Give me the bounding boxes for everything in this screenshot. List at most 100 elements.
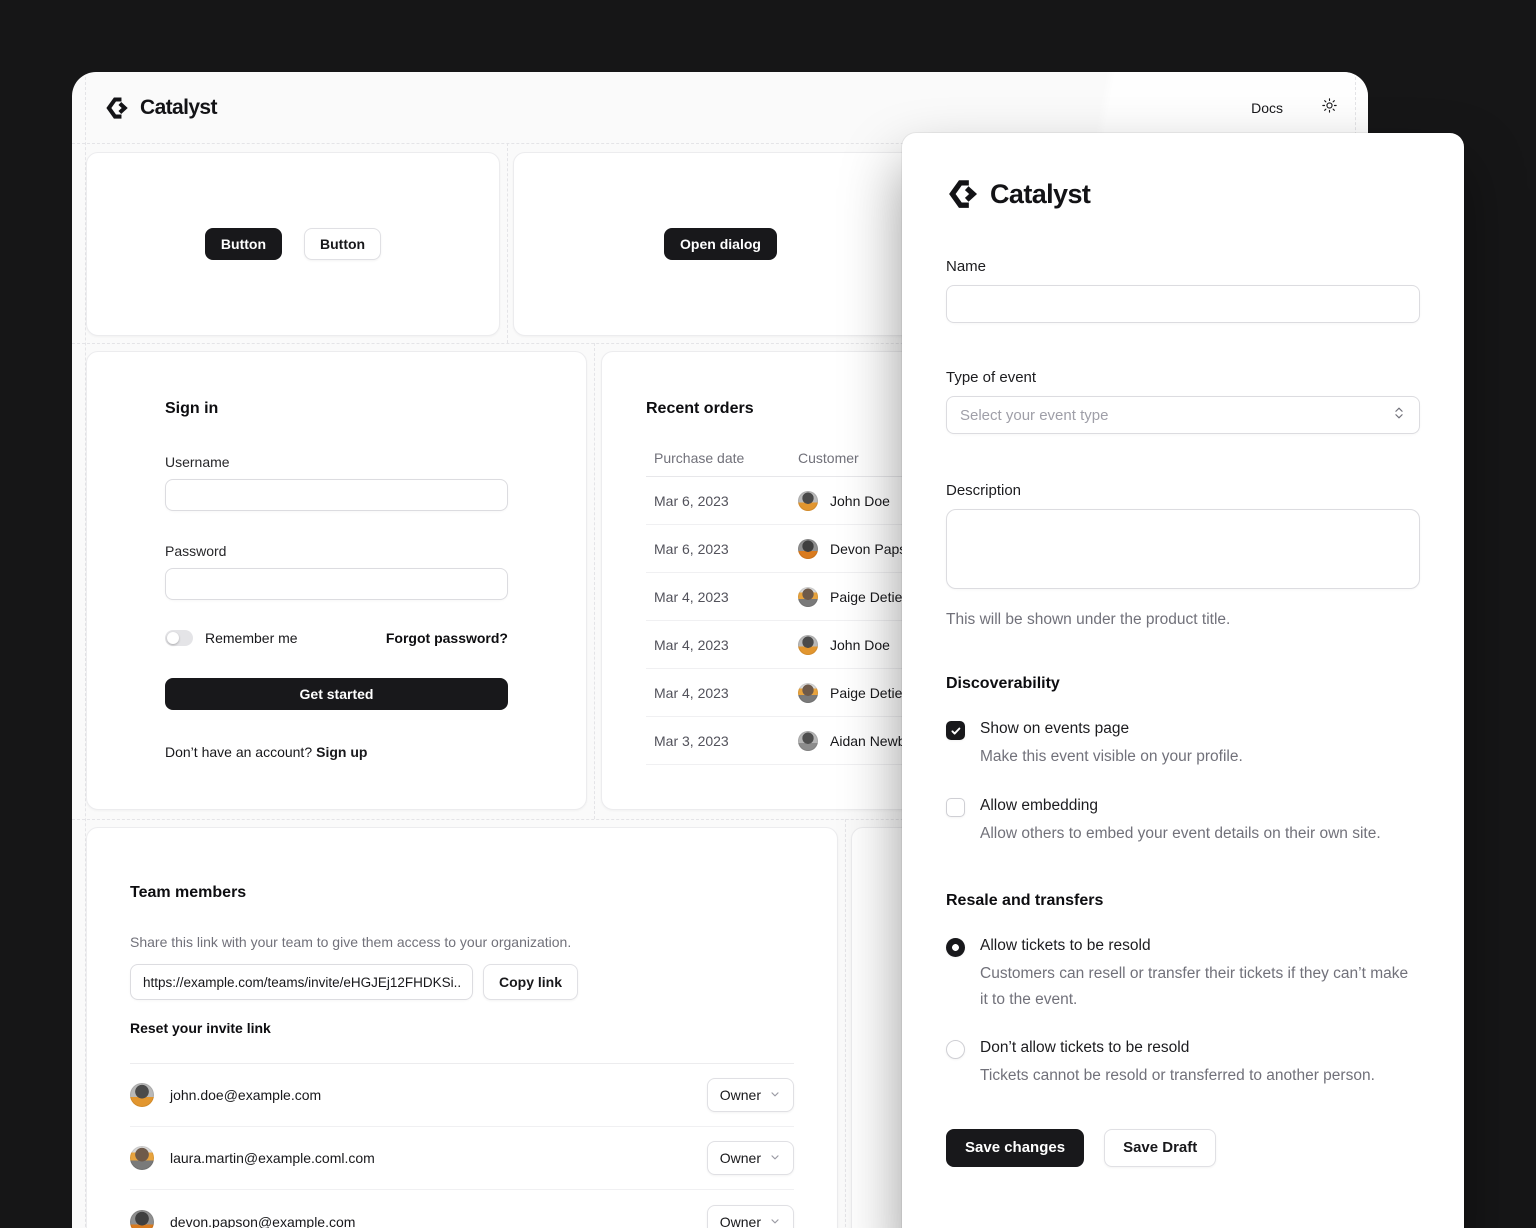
- recent-orders-title: Recent orders: [646, 400, 754, 417]
- table-row[interactable]: Mar 3, 2023 Aidan Newbold: [646, 717, 1130, 765]
- radio[interactable]: [946, 1040, 965, 1060]
- table-row[interactable]: Mar 4, 2023 Paige Detienne: [646, 669, 1130, 717]
- description-field: Description This will be shown under the…: [946, 482, 1420, 629]
- checkbox[interactable]: [946, 797, 965, 817]
- role-select-button[interactable]: Owner: [706, 1078, 794, 1112]
- list-item: john.doe@example.com Owner: [130, 1064, 794, 1127]
- password-input[interactable]: [165, 568, 508, 600]
- avatar: [798, 682, 818, 703]
- brand-name: Catalyst: [140, 96, 218, 119]
- role-select-button[interactable]: Owner: [706, 1141, 794, 1175]
- sign-in-options-row: Remember me Forgot password?: [165, 630, 508, 646]
- sign-up-text: Don’t have an account?: [165, 744, 313, 760]
- dialog-brand-logo: Catalyst: [946, 177, 1420, 211]
- description-textarea[interactable]: [946, 509, 1420, 589]
- open-dialog-button[interactable]: Open dialog: [664, 228, 777, 260]
- save-changes-button[interactable]: Save changes: [946, 1128, 1085, 1167]
- remember-me: Remember me: [165, 630, 298, 646]
- customer-name: Paige Detienne: [830, 588, 926, 605]
- option-description: Customers can resell or transfer their t…: [980, 965, 1409, 1008]
- order-date: Mar 4, 2023: [654, 636, 729, 653]
- avatar: [798, 538, 818, 559]
- member-email: john.doe@example.com: [170, 1087, 322, 1103]
- team-members-card: Team members Share this link with your t…: [86, 827, 838, 1228]
- avatar: [798, 586, 818, 607]
- table-row[interactable]: Mar 6, 2023 Devon Papson: [646, 525, 1130, 573]
- demo-secondary-button[interactable]: Button: [304, 228, 382, 260]
- option-texts: Show on events page Make this event visi…: [980, 720, 1243, 770]
- orders-table-body: Mar 6, 2023 John Doe Mar 6, 2023 Devon P…: [646, 477, 1130, 765]
- save-draft-button[interactable]: Save Draft: [1104, 1128, 1217, 1167]
- name-label: Name: [946, 258, 987, 275]
- checkbox[interactable]: [946, 721, 965, 740]
- option-label: Allow tickets to be resold: [980, 937, 1151, 955]
- catalyst-logo-icon: [104, 95, 130, 121]
- docs-link[interactable]: Docs: [1251, 100, 1283, 116]
- role-label: Owner: [719, 1213, 761, 1228]
- description-label: Description: [946, 482, 1022, 499]
- order-date: Mar 4, 2023: [654, 684, 729, 701]
- order-customer: Paige Detienne: [798, 586, 1122, 607]
- avatar: [798, 490, 818, 511]
- role-label: Owner: [719, 1150, 761, 1166]
- column-purchase-date: Purchase date: [654, 450, 745, 466]
- event-type-field: Type of event Select your event type: [946, 369, 1420, 434]
- order-customer: Devon Papson: [798, 538, 1122, 559]
- avatar: [130, 1146, 154, 1170]
- avatar: [798, 634, 818, 655]
- order-customer: Paige Detienne: [798, 682, 1122, 703]
- table-row[interactable]: Mar 4, 2023 John Doe: [646, 621, 1130, 669]
- team-members-list: john.doe@example.com Owner laura.martin@…: [130, 1064, 794, 1228]
- table-row[interactable]: Mar 6, 2023 John Doe: [646, 477, 1130, 525]
- avatar: [130, 1209, 154, 1228]
- dialog-actions: Save changes Save Draft: [946, 1128, 1420, 1167]
- invite-link-input[interactable]: [130, 964, 473, 1000]
- description-help: This will be shown under the product tit…: [946, 611, 1231, 628]
- member-email: laura.martin@example.coml.com: [170, 1150, 375, 1166]
- avatar: [130, 1083, 154, 1107]
- reset-invite-link[interactable]: Reset your invite link: [130, 1020, 271, 1036]
- invite-link-row: Copy link: [130, 964, 794, 1000]
- check-icon: [950, 727, 960, 735]
- grid-line: [594, 343, 595, 819]
- brand-name: Catalyst: [990, 178, 1091, 209]
- name-field: Name: [946, 258, 1420, 323]
- customer-name: John Doe: [830, 492, 890, 509]
- event-type-label: Type of event: [946, 369, 1037, 386]
- event-type-select[interactable]: Select your event type: [946, 396, 1420, 434]
- sign-up-prompt: Don’t have an account? Sign up: [165, 744, 508, 760]
- get-started-button[interactable]: Get started: [165, 678, 508, 710]
- divider: [130, 1063, 794, 1064]
- customer-name: Paige Detienne: [830, 684, 926, 701]
- sun-icon: [1321, 97, 1338, 119]
- copy-link-button[interactable]: Copy link: [483, 964, 579, 1000]
- event-dialog: Catalyst Name Type of event Select your …: [902, 133, 1464, 1228]
- radio-option: Don’t allow tickets to be resold Tickets…: [946, 1039, 1420, 1089]
- table-row[interactable]: Mar 4, 2023 Paige Detienne: [646, 573, 1130, 621]
- resale-heading: Resale and transfers: [946, 892, 1104, 910]
- theme-toggle-button[interactable]: [1321, 97, 1338, 119]
- buttons-demo-card: Button Button: [86, 152, 500, 336]
- avatar: [798, 730, 818, 751]
- name-input[interactable]: [946, 285, 1420, 323]
- radio-option: Allow tickets to be resold Customers can…: [946, 937, 1420, 1012]
- chevron-down-icon: [769, 1214, 781, 1228]
- customer-name: Devon Papson: [830, 540, 922, 557]
- remember-me-toggle[interactable]: [165, 630, 193, 646]
- forgot-password-link[interactable]: Forgot password?: [385, 630, 508, 646]
- role-select-button[interactable]: Owner: [706, 1204, 794, 1228]
- demo-primary-button[interactable]: Button: [204, 228, 282, 260]
- radio[interactable]: [946, 938, 965, 958]
- option-description: Tickets cannot be resold or transferred …: [980, 1067, 1375, 1085]
- username-input[interactable]: [165, 479, 508, 511]
- option-description: Make this event visible on your profile.: [980, 748, 1243, 765]
- order-customer: John Doe: [798, 490, 1122, 511]
- sign-up-link[interactable]: Sign up: [316, 744, 368, 760]
- checkbox-option: Show on events page Make this event visi…: [946, 720, 1420, 770]
- order-date: Mar 4, 2023: [654, 588, 729, 605]
- order-date: Mar 3, 2023: [654, 732, 729, 749]
- catalyst-logo-icon: [946, 177, 980, 211]
- option-label: Allow embedding: [980, 796, 1099, 814]
- column-customer: Customer: [798, 450, 859, 466]
- grid-line: [507, 143, 508, 343]
